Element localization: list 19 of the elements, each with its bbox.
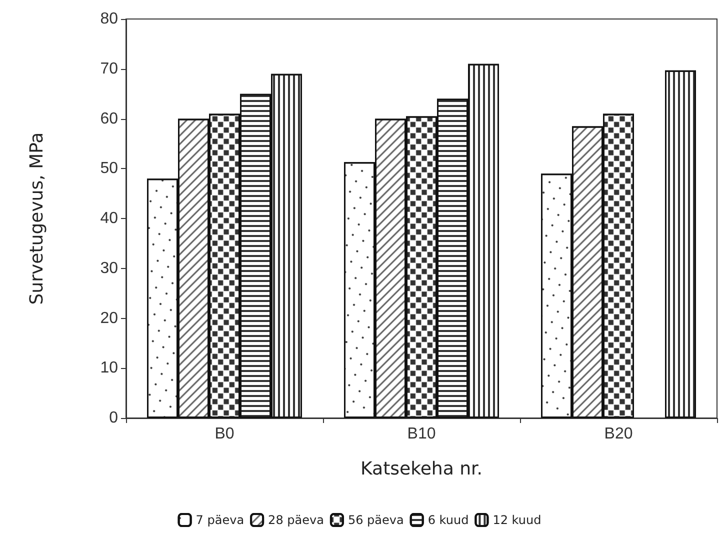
legend-label: 6 kuud (428, 513, 469, 527)
y-tick-label: 50 (100, 160, 118, 178)
y-tick-label: 40 (100, 210, 118, 227)
legend-label: 56 päeva (348, 513, 404, 527)
x-tick-label: B10 (407, 426, 436, 442)
y-tick-label: 20 (100, 310, 118, 327)
y-tick-label: 80 (100, 10, 118, 28)
y-tick-label: 10 (100, 360, 118, 377)
legend-label: 28 päeva (268, 513, 324, 527)
y-tick-label: 0 (109, 410, 118, 426)
y-tick-label: 70 (100, 60, 118, 78)
y-tick-label: 60 (100, 110, 118, 128)
y-tick-label: 30 (100, 260, 118, 277)
x-axis-title: Katsekeha nr. (360, 458, 482, 480)
legend-label: 7 päeva (196, 513, 244, 527)
x-tick-label: B0 (214, 426, 234, 442)
legend-label: 12 kuud (492, 513, 542, 527)
y-axis-title: Survetugevus, MPa (26, 132, 48, 305)
x-tick-label: B20 (604, 426, 633, 442)
